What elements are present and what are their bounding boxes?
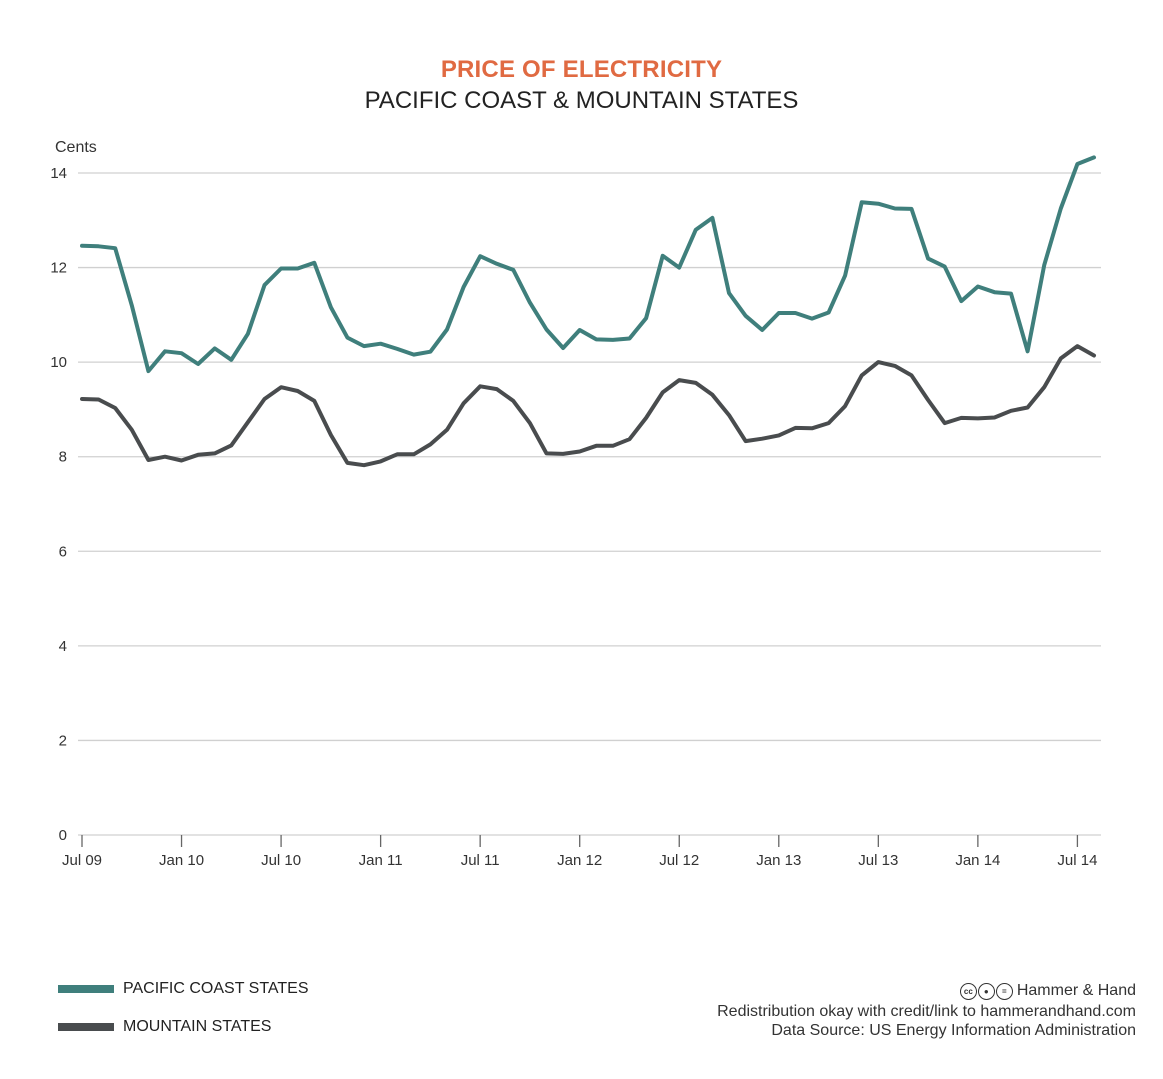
series-lines [80,155,1096,468]
brand-credit: cc ● = Hammer & Hand [959,982,1136,1000]
x-tick-label: Jan 14 [955,852,1000,869]
x-axis: Jul 09 Jan 10 Jul 10 Jan 11 Jul 11 Jan 12 Jul … [62,834,1101,869]
x-tick-label: Jul 10 [261,852,301,869]
legend-label-mountain: MOUNTAIN STATES [123,1018,272,1035]
y-tick-label: 10 [50,354,67,371]
x-tick-label: Jan 12 [557,852,602,869]
y-tick-label: 4 [59,638,67,655]
legend-swatch-pacific [58,985,114,993]
grid-lines [78,172,1101,742]
y-tick-label: 6 [59,543,67,560]
no-derivatives-icon: = [995,982,1013,1000]
legend-item-pacific: PACIFIC COAST STATES [58,980,309,998]
series-line-pacific [80,155,1096,374]
y-tick-label: 2 [59,732,67,749]
x-tick-label: Jul 14 [1057,852,1097,869]
y-tick-label: 0 [59,827,67,844]
chart-subtitle: PACIFIC COAST & MOUNTAIN STATES [364,87,799,114]
y-tick-label: 12 [50,260,67,277]
y-axis-ticks: 0 2 4 6 8 10 12 14 [50,165,67,844]
data-source: Data Source: US Energy Information Admin… [771,1022,1136,1039]
series-line-mountain [80,344,1096,468]
chart-title: PRICE OF ELECTRICITY [440,56,723,83]
y-axis-label: Cents [55,139,97,156]
legend-swatch-mountain [58,1023,114,1031]
legend-label-pacific: PACIFIC COAST STATES [123,980,309,997]
x-tick-label: Jul 11 [461,852,500,869]
creative-commons-icon: cc [959,982,977,1000]
x-tick-label: Jul 09 [62,852,102,869]
y-tick-label: 14 [50,165,67,182]
attribution-icon: ● [977,982,995,1000]
legend-item-mountain: MOUNTAIN STATES [58,1018,271,1036]
brand-name: Hammer & Hand [1016,982,1136,999]
credit-line: Redistribution okay with credit/link to … [717,1003,1136,1020]
x-tick-label: Jul 12 [659,852,699,869]
x-tick-label: Jul 13 [858,852,898,869]
x-tick-label: Jan 10 [159,852,204,869]
x-tick-label: Jan 13 [756,852,801,869]
y-tick-label: 8 [59,449,67,466]
x-tick-label: Jan 11 [359,852,403,869]
